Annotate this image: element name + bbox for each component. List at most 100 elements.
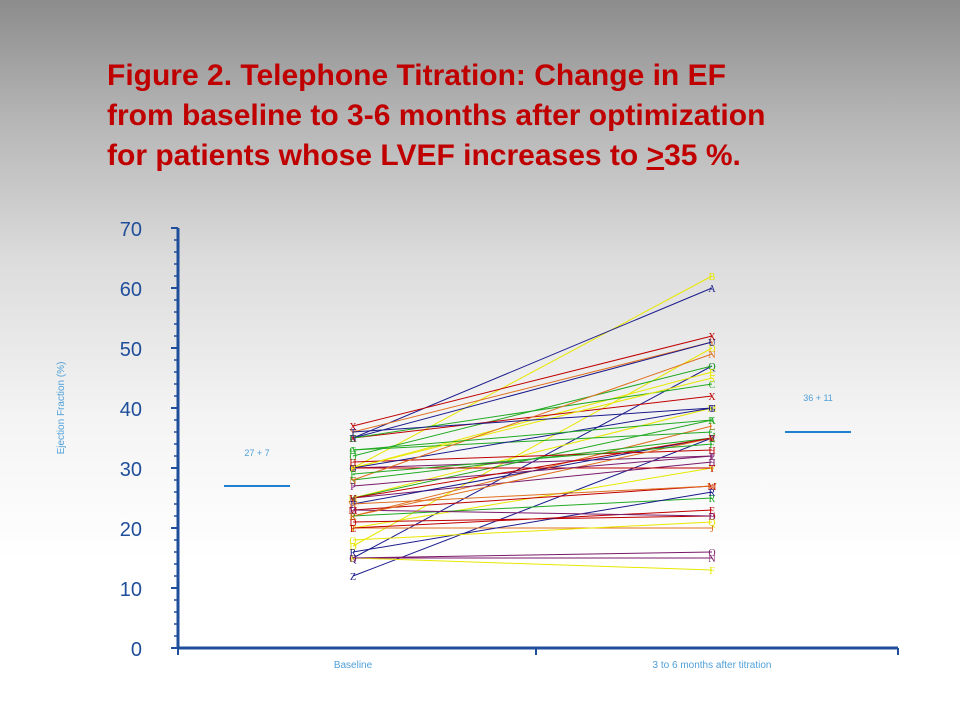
baseline-marker: G [349, 464, 356, 475]
followup-marker: B [709, 272, 716, 283]
patient-line [352, 407, 713, 499]
patient-line [352, 383, 713, 439]
followup-marker: I [710, 452, 713, 463]
patient-line [352, 551, 713, 559]
baseline-marker: E [350, 524, 356, 535]
y-tick-label: 0 [131, 639, 142, 661]
baseline-marker: M [349, 506, 358, 517]
patient-line [352, 485, 713, 505]
baseline-marker: P [350, 500, 356, 511]
baseline-marker: I [351, 464, 354, 475]
patient-line [352, 455, 713, 469]
followup-marker: G [708, 404, 715, 415]
followup-marker: X [708, 392, 716, 403]
baseline-marker: T [350, 428, 356, 439]
followup-marker: A [708, 416, 716, 427]
patient-line [352, 353, 713, 481]
followup-marker: O [708, 548, 715, 559]
baseline-marker: F [350, 554, 356, 565]
patient-line [352, 521, 713, 541]
baseline-marker: W [348, 500, 358, 511]
x-category-label: 3 to 6 months after titration [653, 660, 772, 671]
followup-marker: Y [708, 338, 715, 349]
followup-marker: L [709, 422, 715, 433]
title-line-3: for patients whose LVEF increases to >35… [107, 136, 907, 176]
followup-marker: Z [709, 434, 715, 445]
baseline-marker: Q [349, 554, 357, 565]
patient-line [352, 455, 713, 487]
baseline-marker: D [349, 542, 356, 553]
patient-line [352, 509, 713, 517]
baseline-marker: H [349, 458, 356, 469]
baseline-marker: C [350, 434, 357, 445]
followup-marker: M [708, 404, 717, 415]
followup-marker: O [708, 362, 715, 373]
followup-marker: Q [708, 362, 716, 373]
mean-markers: 27 + 7 36 + 11 [224, 393, 851, 487]
baseline-marker: N [349, 476, 356, 487]
followup-marker: V [708, 434, 716, 445]
baseline-marker: X [349, 434, 357, 445]
baseline-marker: D [349, 518, 356, 529]
followup-marker: G [708, 428, 715, 439]
followup-marker: H [708, 458, 715, 469]
followup-marker: E [709, 506, 715, 517]
title-line-3-end: 35 %. [664, 139, 741, 172]
baseline-marker: J [351, 524, 355, 535]
followup-marker: X [708, 332, 716, 343]
followup-mean-label: 36 + 11 [803, 393, 833, 403]
y-tick-label: 30 [120, 459, 142, 481]
patient-line [352, 491, 713, 553]
followup-marker: D [708, 512, 715, 523]
baseline-marker: R [350, 512, 357, 523]
followup-marker: A [708, 284, 716, 295]
followup-marker: H [708, 446, 715, 457]
patient-line [352, 509, 713, 529]
baseline-marker: B [350, 464, 357, 475]
patient-line [352, 557, 713, 571]
baseline-marker: Y [349, 428, 356, 439]
baseline-marker: O [349, 554, 356, 565]
baseline-marker: X [349, 422, 357, 433]
baseline-marker: M [349, 494, 358, 505]
followup-marker: R [709, 488, 716, 499]
baseline-marker: L [350, 512, 356, 523]
patient-line [352, 335, 713, 427]
patient-line [352, 275, 713, 469]
baseline-marker: E [350, 464, 356, 475]
patient-line [352, 437, 713, 499]
patient-line [352, 461, 713, 499]
patient-line [352, 485, 713, 511]
chart-axes: 0 10 20 30 40 50 60 70 Baseline 3 to 6 months aft… [56, 219, 899, 671]
baseline-marker: K [349, 494, 357, 505]
y-tick-label: 70 [120, 219, 142, 241]
title-line-1: Figure 2. Telephone Titration: Change in… [107, 59, 726, 92]
baseline-marker: N [349, 554, 356, 565]
x-category-label: Baseline [334, 660, 373, 671]
followup-marker: E [709, 368, 715, 379]
baseline-marker: K [349, 512, 357, 523]
title-line-2: from baseline to 3-6 months after optimi… [107, 99, 766, 132]
patient-line [352, 419, 713, 451]
followup-marker: U [708, 338, 716, 349]
y-tick-label: 20 [120, 519, 142, 541]
patient-line [352, 341, 713, 439]
baseline-marker: S [350, 476, 356, 487]
patient-line [352, 407, 713, 469]
baseline-marker: Z [350, 572, 356, 583]
followup-marker: P [709, 452, 715, 463]
y-tick-label: 50 [120, 339, 142, 361]
patient-line [352, 377, 713, 469]
patient-line [352, 341, 713, 433]
followup-marker: F [709, 566, 715, 577]
y-tick-label: 10 [120, 579, 142, 601]
patient-line [352, 437, 713, 517]
baseline-marker: B [350, 506, 357, 517]
followup-marker: P [709, 434, 715, 445]
followup-marker: D [708, 344, 715, 355]
patient-line [352, 443, 713, 475]
baseline-marker: H [349, 494, 356, 505]
y-tick-label: 60 [120, 279, 142, 301]
followup-marker: N [708, 554, 715, 565]
